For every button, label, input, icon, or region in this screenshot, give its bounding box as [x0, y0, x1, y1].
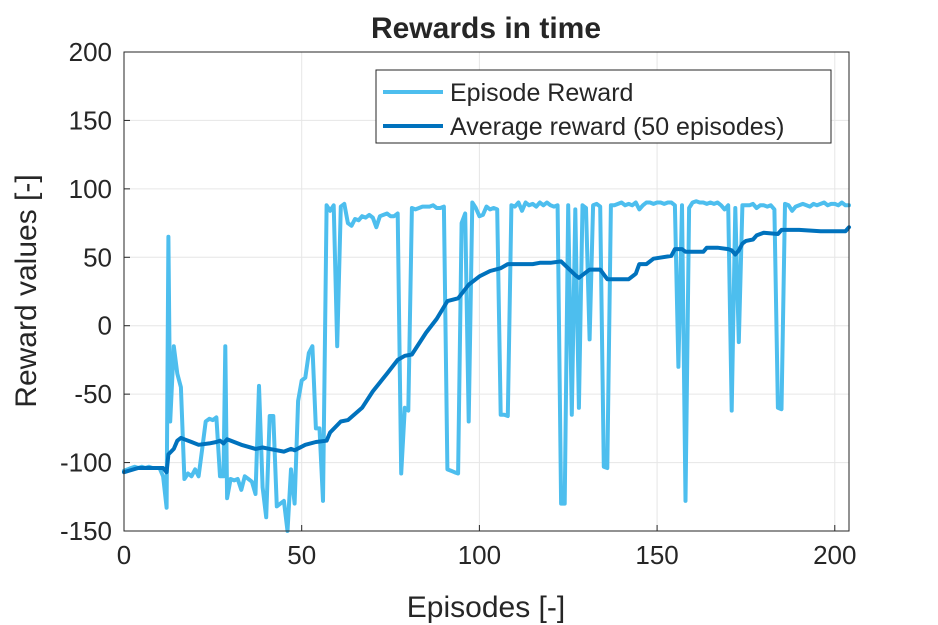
ticks: 0 50 100 150 200 -150 -100 -50 0 50 100 150 200	[60, 37, 857, 570]
y-tick-label: 150	[69, 105, 112, 135]
x-tick-label: 150	[635, 540, 678, 570]
x-tick-label: 200	[813, 540, 856, 570]
y-axis-label: Reward values [-]	[10, 174, 43, 407]
series-average-reward-line	[122, 225, 851, 475]
chart-title: Rewards in time	[371, 12, 601, 45]
x-tick-label: 100	[458, 540, 501, 570]
legend: Episode Reward Average reward (50 episod…	[375, 69, 832, 144]
y-tick-label: -100	[60, 448, 112, 478]
y-tick-label: -150	[60, 516, 112, 546]
y-tick-label: 100	[69, 174, 112, 204]
y-tick-label: -50	[74, 379, 112, 409]
legend-label-episode-reward: Episode Reward	[450, 79, 633, 107]
y-tick-label: 0	[98, 311, 112, 341]
legend-box	[375, 69, 832, 144]
x-axis-label: Episodes [-]	[407, 591, 565, 624]
x-tick-label: 0	[117, 540, 131, 570]
x-tick-label: 50	[287, 540, 316, 570]
y-tick-label: 50	[83, 242, 112, 272]
series-episode-reward-line	[122, 199, 851, 533]
axes-box	[123, 51, 850, 532]
y-tick-label: 200	[69, 37, 112, 67]
series-layer	[122, 199, 851, 533]
legend-label-average-reward: Average reward (50 episodes)	[450, 113, 784, 141]
